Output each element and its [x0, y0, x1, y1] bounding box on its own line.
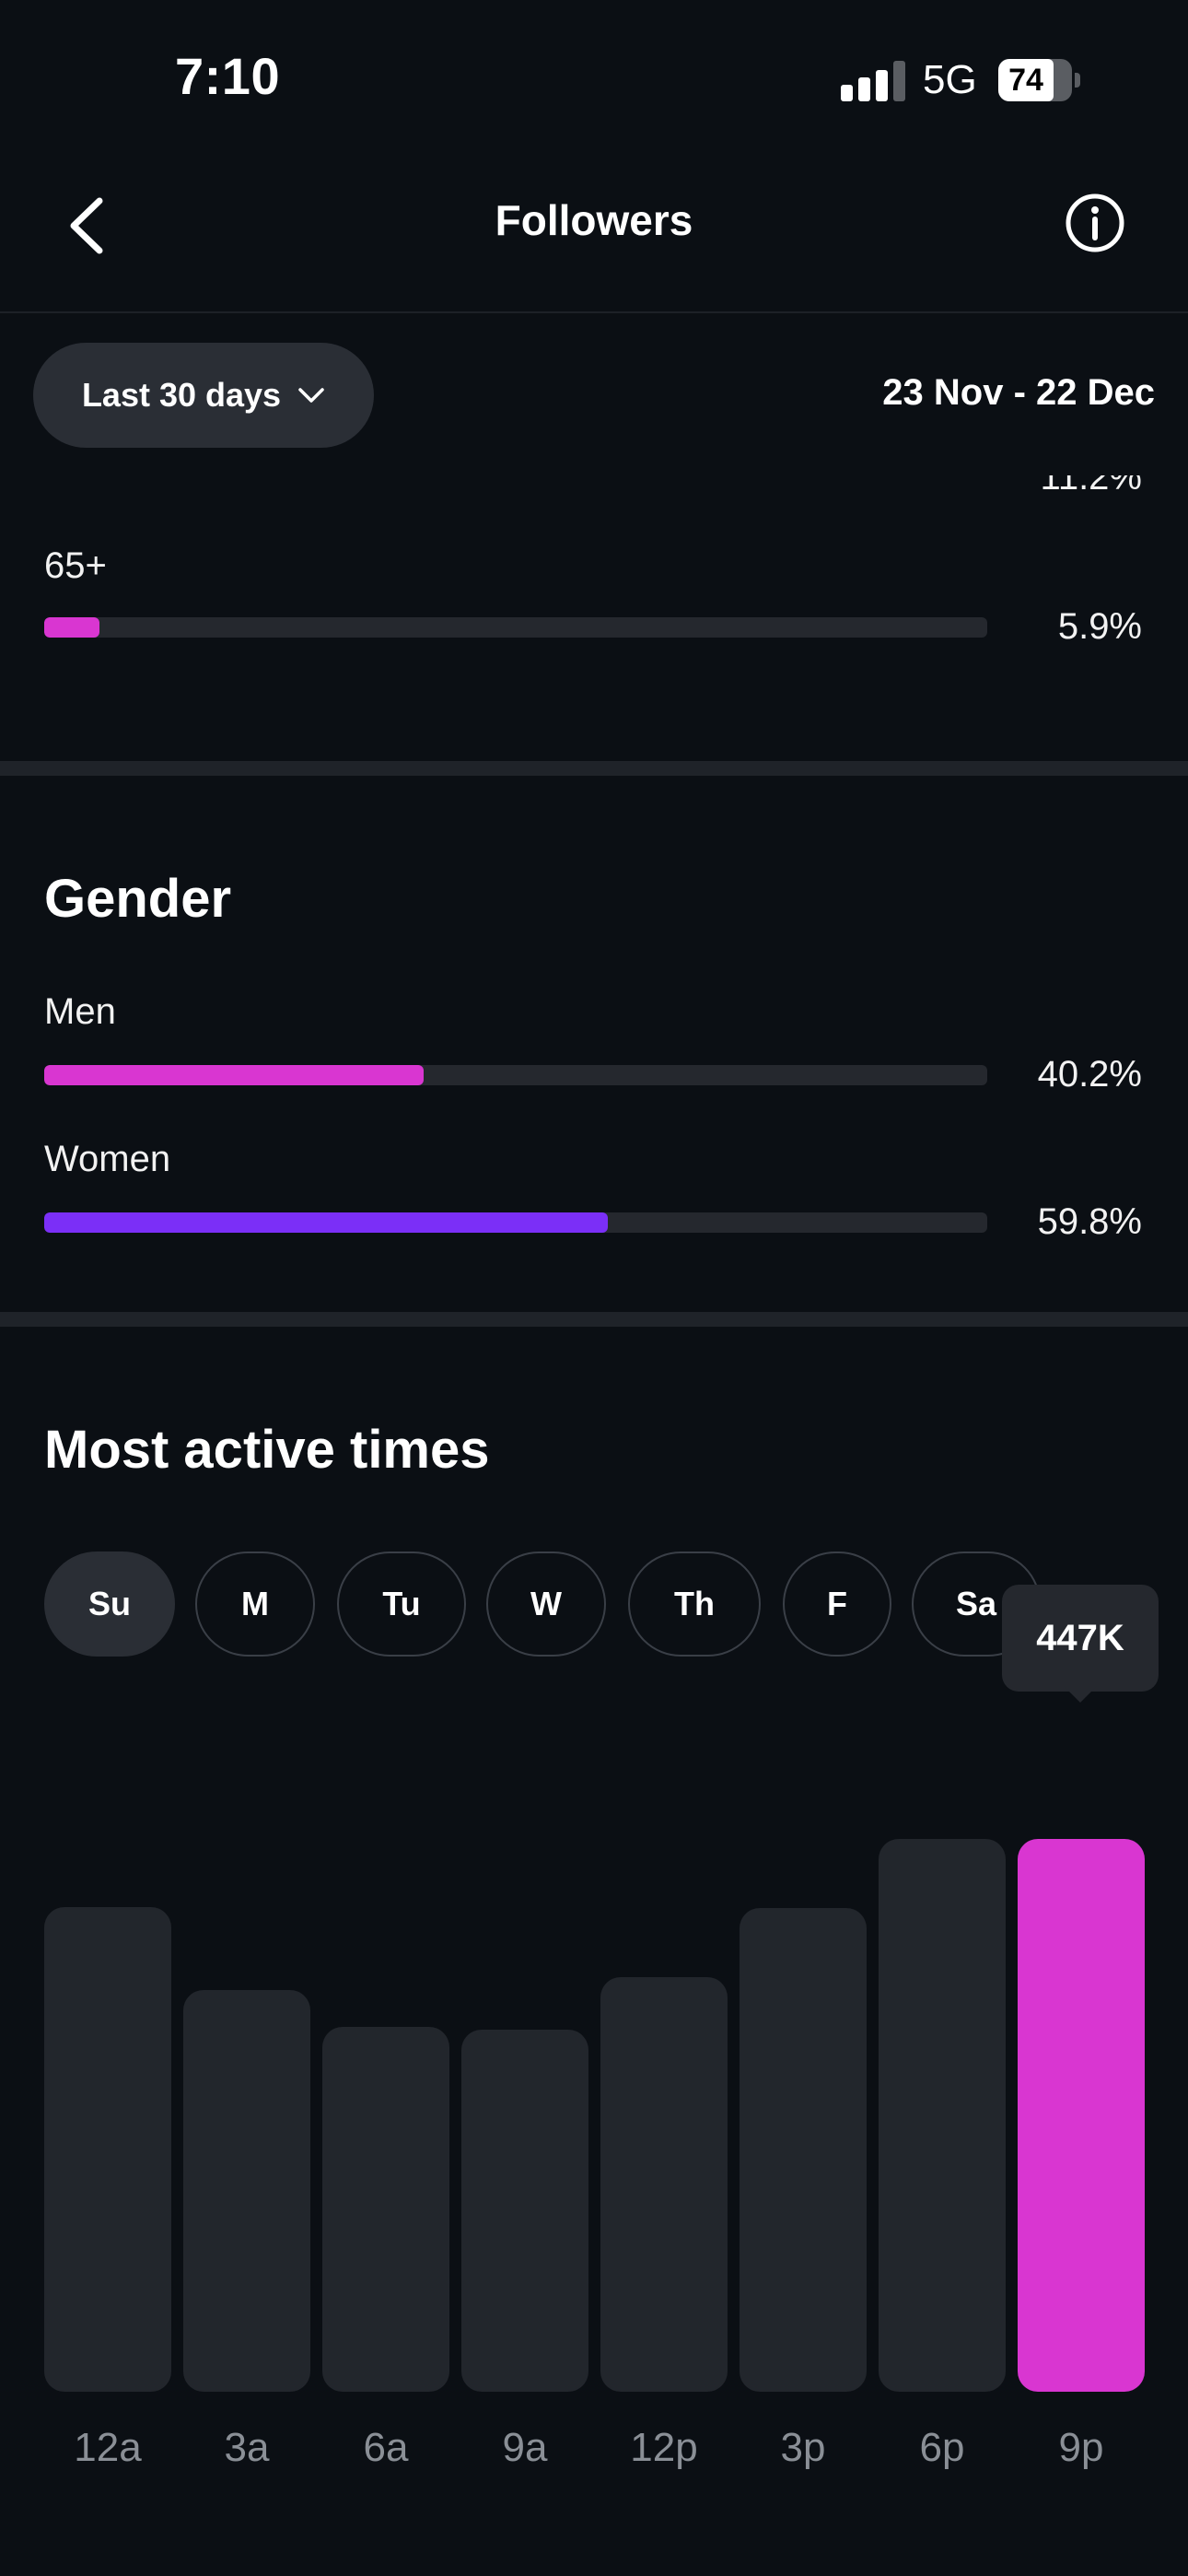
chart-x-label: 12p: [630, 2425, 698, 2470]
chart-x-label: 6p: [919, 2425, 965, 2470]
chart-x-label: 3p: [780, 2425, 826, 2470]
chart-bar-12a[interactable]: [44, 1906, 171, 2392]
day-pill-f[interactable]: F: [783, 1551, 891, 1657]
page-title: Followers: [495, 196, 693, 244]
chart-x-label: 9p: [1058, 2425, 1104, 2470]
chart-x-label: 3a: [224, 2425, 270, 2470]
gender-women-fill: [44, 1212, 609, 1233]
chart-bar-3p[interactable]: [740, 1908, 867, 2392]
day-pill-su[interactable]: Su: [44, 1551, 175, 1657]
gender-men-fill: [44, 1065, 424, 1085]
chart-bar-6a[interactable]: [322, 2027, 449, 2392]
date-range-text: 23 Nov - 22 Dec: [882, 372, 1155, 413]
gender-men-label: Men: [44, 991, 116, 1032]
battery-icon: 74: [998, 59, 1081, 101]
age-row-percent: 11.2%: [1040, 475, 1142, 498]
age-row-percent: 5.9%: [1057, 606, 1142, 647]
active-times-title: Most active times: [44, 1420, 490, 1480]
scroll-content[interactable]: 11.2% 65+ 5.9% Gender Men 40.2% Women 59…: [0, 475, 1188, 2576]
chart-bar-12p[interactable]: [600, 1977, 728, 2392]
header-divider: [0, 311, 1188, 313]
gender-men-percent: 40.2%: [1037, 1054, 1142, 1095]
gender-title: Gender: [44, 869, 232, 929]
battery-level: 74: [1008, 63, 1043, 98]
section-divider: [0, 1312, 1188, 1327]
day-pill-m[interactable]: M: [195, 1551, 315, 1657]
status-time: 7:10: [175, 47, 281, 105]
day-pill-th[interactable]: Th: [628, 1551, 761, 1657]
section-divider: [0, 761, 1188, 776]
day-pill-tu[interactable]: Tu: [337, 1551, 466, 1657]
chart-x-label: 9a: [502, 2425, 548, 2470]
age-row-fill: [44, 617, 100, 638]
age-row-track: [44, 617, 987, 638]
signal-icon: [841, 61, 905, 101]
info-icon[interactable]: [1065, 193, 1125, 253]
chart-bar-9p[interactable]: [1018, 1839, 1145, 2392]
network-label: 5G: [923, 57, 977, 102]
chart-bar-9a[interactable]: [461, 2029, 588, 2392]
chart-bar-6p[interactable]: [879, 1839, 1006, 2392]
active-times-chart: 12a 3a 6a 9a 12p 3p 6p 9p: [0, 1673, 1188, 2502]
day-pill-w[interactable]: W: [486, 1551, 606, 1657]
chart-tooltip-arrow: [1064, 1686, 1097, 1703]
gender-women-track: [44, 1212, 987, 1233]
chart-tooltip: 447K: [1002, 1585, 1159, 1692]
age-row-label: 65+: [44, 545, 107, 586]
gender-men-track: [44, 1065, 987, 1085]
chart-bar-3a[interactable]: [183, 1989, 310, 2392]
chart-x-label: 6a: [363, 2425, 409, 2470]
gender-women-label: Women: [44, 1139, 171, 1179]
date-range-label: Last 30 days: [81, 376, 282, 414]
chevron-down-icon: [298, 388, 324, 403]
chevron-left-icon[interactable]: [64, 193, 111, 258]
gender-women-percent: 59.8%: [1037, 1201, 1142, 1242]
date-range-dropdown[interactable]: Last 30 days: [33, 343, 374, 448]
chart-x-label: 12a: [74, 2425, 142, 2470]
